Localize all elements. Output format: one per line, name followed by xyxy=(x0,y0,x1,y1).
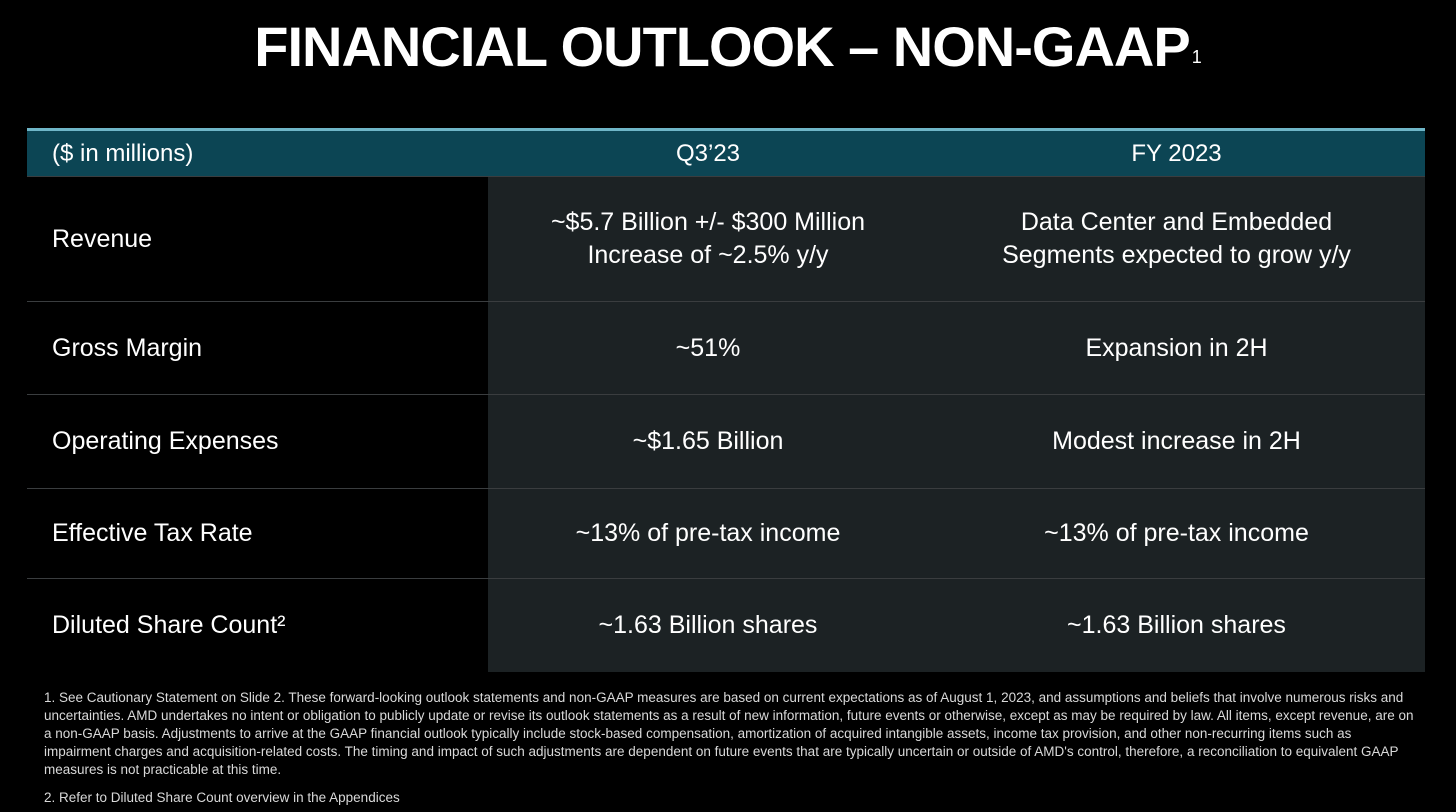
table-top-rule xyxy=(27,128,1425,131)
cell-operating-expenses-fy: Modest increase in 2H xyxy=(928,395,1425,488)
cell-revenue-fy-line1: Data Center and Embedded xyxy=(1020,208,1333,236)
table-row-gross-margin: Gross Margin ~51% Expansion in 2H xyxy=(27,301,1425,394)
row-label-gross-margin: Gross Margin xyxy=(27,302,488,394)
footnote-2: 2. Refer to Diluted Share Count overview… xyxy=(44,790,400,805)
header-q3-23: Q3’23 xyxy=(675,139,741,167)
table-header-row: ($ in millions) Q3’23 FY 2023 xyxy=(27,131,1425,176)
row-label-effective-tax-rate: Effective Tax Rate xyxy=(27,489,488,578)
row-label-revenue: Revenue xyxy=(27,177,488,301)
row-label-operating-expenses: Operating Expenses xyxy=(27,395,488,488)
cell-diluted-share-count-q3: ~1.63 Billion shares xyxy=(488,579,928,672)
cell-diluted-share-count-fy: ~1.63 Billion shares xyxy=(928,579,1425,672)
cell-effective-tax-rate-fy: ~13% of pre-tax income xyxy=(928,489,1425,578)
table-row-operating-expenses: Operating Expenses ~$1.65 Billion Modest… xyxy=(27,394,1425,488)
row-label-diluted-share-count: Diluted Share Count² xyxy=(27,579,488,672)
cell-effective-tax-rate-q3: ~13% of pre-tax income xyxy=(488,489,928,578)
outlook-table: ($ in millions) Q3’23 FY 2023 Revenue ~$… xyxy=(27,128,1425,672)
cell-revenue-fy-line2: Segments expected to grow y/y xyxy=(1002,241,1351,269)
slide-title-text: FINANCIAL OUTLOOK – NON-GAAP xyxy=(254,15,1190,78)
cell-gross-margin-q3: ~51% xyxy=(488,302,928,394)
cell-revenue-q3-line1: ~$5.7 Billion +/- $300 Million xyxy=(550,208,866,236)
cell-revenue-fy: Data Center and Embedded Segments expect… xyxy=(928,177,1425,301)
cell-gross-margin-fy: Expansion in 2H xyxy=(928,302,1425,394)
table-row-revenue: Revenue ~$5.7 Billion +/- $300 Million I… xyxy=(27,176,1425,301)
footnote-1: 1. See Cautionary Statement on Slide 2. … xyxy=(44,690,1414,777)
cell-revenue-q3: ~$5.7 Billion +/- $300 Million Increase … xyxy=(488,177,928,301)
table-row-diluted-share-count: Diluted Share Count² ~1.63 Billion share… xyxy=(27,578,1425,672)
header-units-label: ($ in millions) xyxy=(52,139,194,167)
slide-title: FINANCIAL OUTLOOK – NON-GAAP 1 xyxy=(0,14,1456,80)
cell-operating-expenses-q3: ~$1.65 Billion xyxy=(488,395,928,488)
table-row-effective-tax-rate: Effective Tax Rate ~13% of pre-tax incom… xyxy=(27,488,1425,578)
footnotes: 1. See Cautionary Statement on Slide 2. … xyxy=(44,689,1414,807)
header-fy-2023: FY 2023 xyxy=(1131,139,1222,167)
cell-revenue-q3-line2: Increase of ~2.5% y/y xyxy=(587,241,829,269)
title-footnote-marker: 1 xyxy=(1191,47,1202,67)
